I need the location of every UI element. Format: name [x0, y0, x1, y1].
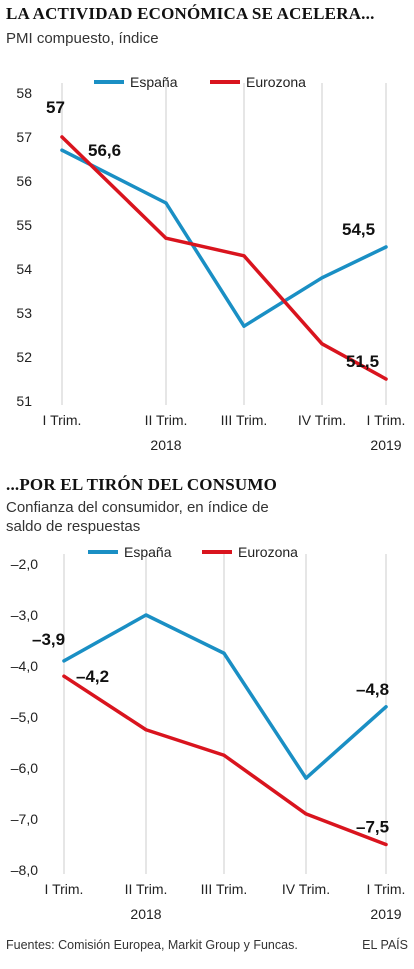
- y-tick-label: 52: [16, 349, 32, 365]
- data-point: [60, 135, 64, 139]
- x-tick-label: II Trim.: [145, 412, 188, 428]
- y-tick-label: 57: [16, 129, 32, 145]
- data-point: [320, 342, 324, 346]
- x-tick-label: IV Trim.: [282, 881, 330, 897]
- data-label: 56,6: [88, 141, 121, 160]
- footer: Fuentes: Comisión Europea, Markit Group …: [6, 938, 408, 952]
- data-point: [144, 728, 148, 732]
- x-tick-label: III Trim.: [201, 881, 248, 897]
- series-line-espana: [60, 148, 388, 328]
- data-label: –4,8: [356, 680, 389, 699]
- data-label: –7,5: [356, 818, 389, 837]
- year-label: 2019: [370, 437, 401, 453]
- x-tick-label: I Trim.: [367, 412, 406, 428]
- y-tick-label: –2,0: [11, 556, 38, 572]
- data-label: 54,5: [342, 220, 375, 239]
- chart2-title: ...POR EL TIRÓN DEL CONSUMO: [6, 475, 277, 494]
- data-point: [164, 236, 168, 240]
- x-tick-label: IV Trim.: [298, 412, 346, 428]
- series-line-eurozona: [62, 674, 388, 847]
- data-label: 57: [46, 98, 65, 117]
- x-tick-label: II Trim.: [125, 881, 168, 897]
- data-point: [144, 613, 148, 617]
- data-label: –4,2: [76, 667, 109, 686]
- legend-label: España: [130, 74, 178, 90]
- x-tick-label: III Trim.: [221, 412, 268, 428]
- y-tick-label: 51: [16, 393, 32, 409]
- data-point: [384, 705, 388, 709]
- legend-label: Eurozona: [238, 544, 298, 560]
- data-point: [60, 148, 64, 152]
- chart1-subtitle: PMI compuesto, índice: [6, 30, 159, 47]
- data-point: [242, 254, 246, 258]
- y-tick-label: 55: [16, 217, 32, 233]
- legend-label: Eurozona: [246, 74, 306, 90]
- y-tick-label: 56: [16, 173, 32, 189]
- year-label: 2019: [370, 906, 401, 922]
- y-tick-label: 58: [16, 85, 32, 101]
- y-tick-label: –4,0: [11, 658, 38, 674]
- data-label: 51,5: [346, 352, 379, 371]
- x-tick-label: I Trim.: [43, 412, 82, 428]
- chart2-subtitle: Confianza del consumidor, en índice de s…: [6, 499, 269, 535]
- chart1-title: LA ACTIVIDAD ECONÓMICA SE ACELERA...: [6, 4, 375, 23]
- y-tick-label: –7,0: [11, 811, 38, 827]
- y-tick-label: –3,0: [11, 607, 38, 623]
- year-label: 2018: [130, 906, 161, 922]
- y-tick-label: –8,0: [11, 862, 38, 878]
- data-point: [384, 842, 388, 847]
- y-tick-label: –5,0: [11, 709, 38, 725]
- data-point: [242, 324, 246, 328]
- y-tick-label: –6,0: [11, 760, 38, 776]
- x-tick-label: I Trim.: [367, 881, 406, 897]
- data-label: –3,9: [32, 630, 65, 649]
- data-point: [304, 812, 308, 816]
- data-point: [164, 201, 168, 205]
- series-line-espana: [62, 613, 388, 780]
- brand-logo: EL PAÍS: [362, 938, 408, 952]
- chart1-plot: 58 57 56 55 54 53 52 51 I Trim. II Trim. 2018 III T…: [16, 74, 406, 453]
- data-point: [320, 276, 324, 280]
- x-tick-label: I Trim.: [45, 881, 84, 897]
- y-tick-label: 54: [16, 261, 32, 277]
- sources-note: Fuentes: Comisión Europea, Markit Group …: [6, 938, 298, 952]
- legend-label: España: [124, 544, 172, 560]
- data-point: [384, 245, 388, 249]
- data-point: [384, 377, 388, 381]
- data-point: [222, 651, 226, 655]
- data-point: [304, 776, 308, 780]
- data-point: [62, 674, 66, 678]
- y-tick-label: 53: [16, 305, 32, 321]
- chart2-plot: –2,0 –3,0 –4,0 –5,0 –6,0 –7,0 –8,0 I Trim. II Tr…: [11, 544, 406, 922]
- year-label: 2018: [150, 437, 181, 453]
- data-point: [222, 753, 226, 757]
- data-point: [62, 659, 66, 663]
